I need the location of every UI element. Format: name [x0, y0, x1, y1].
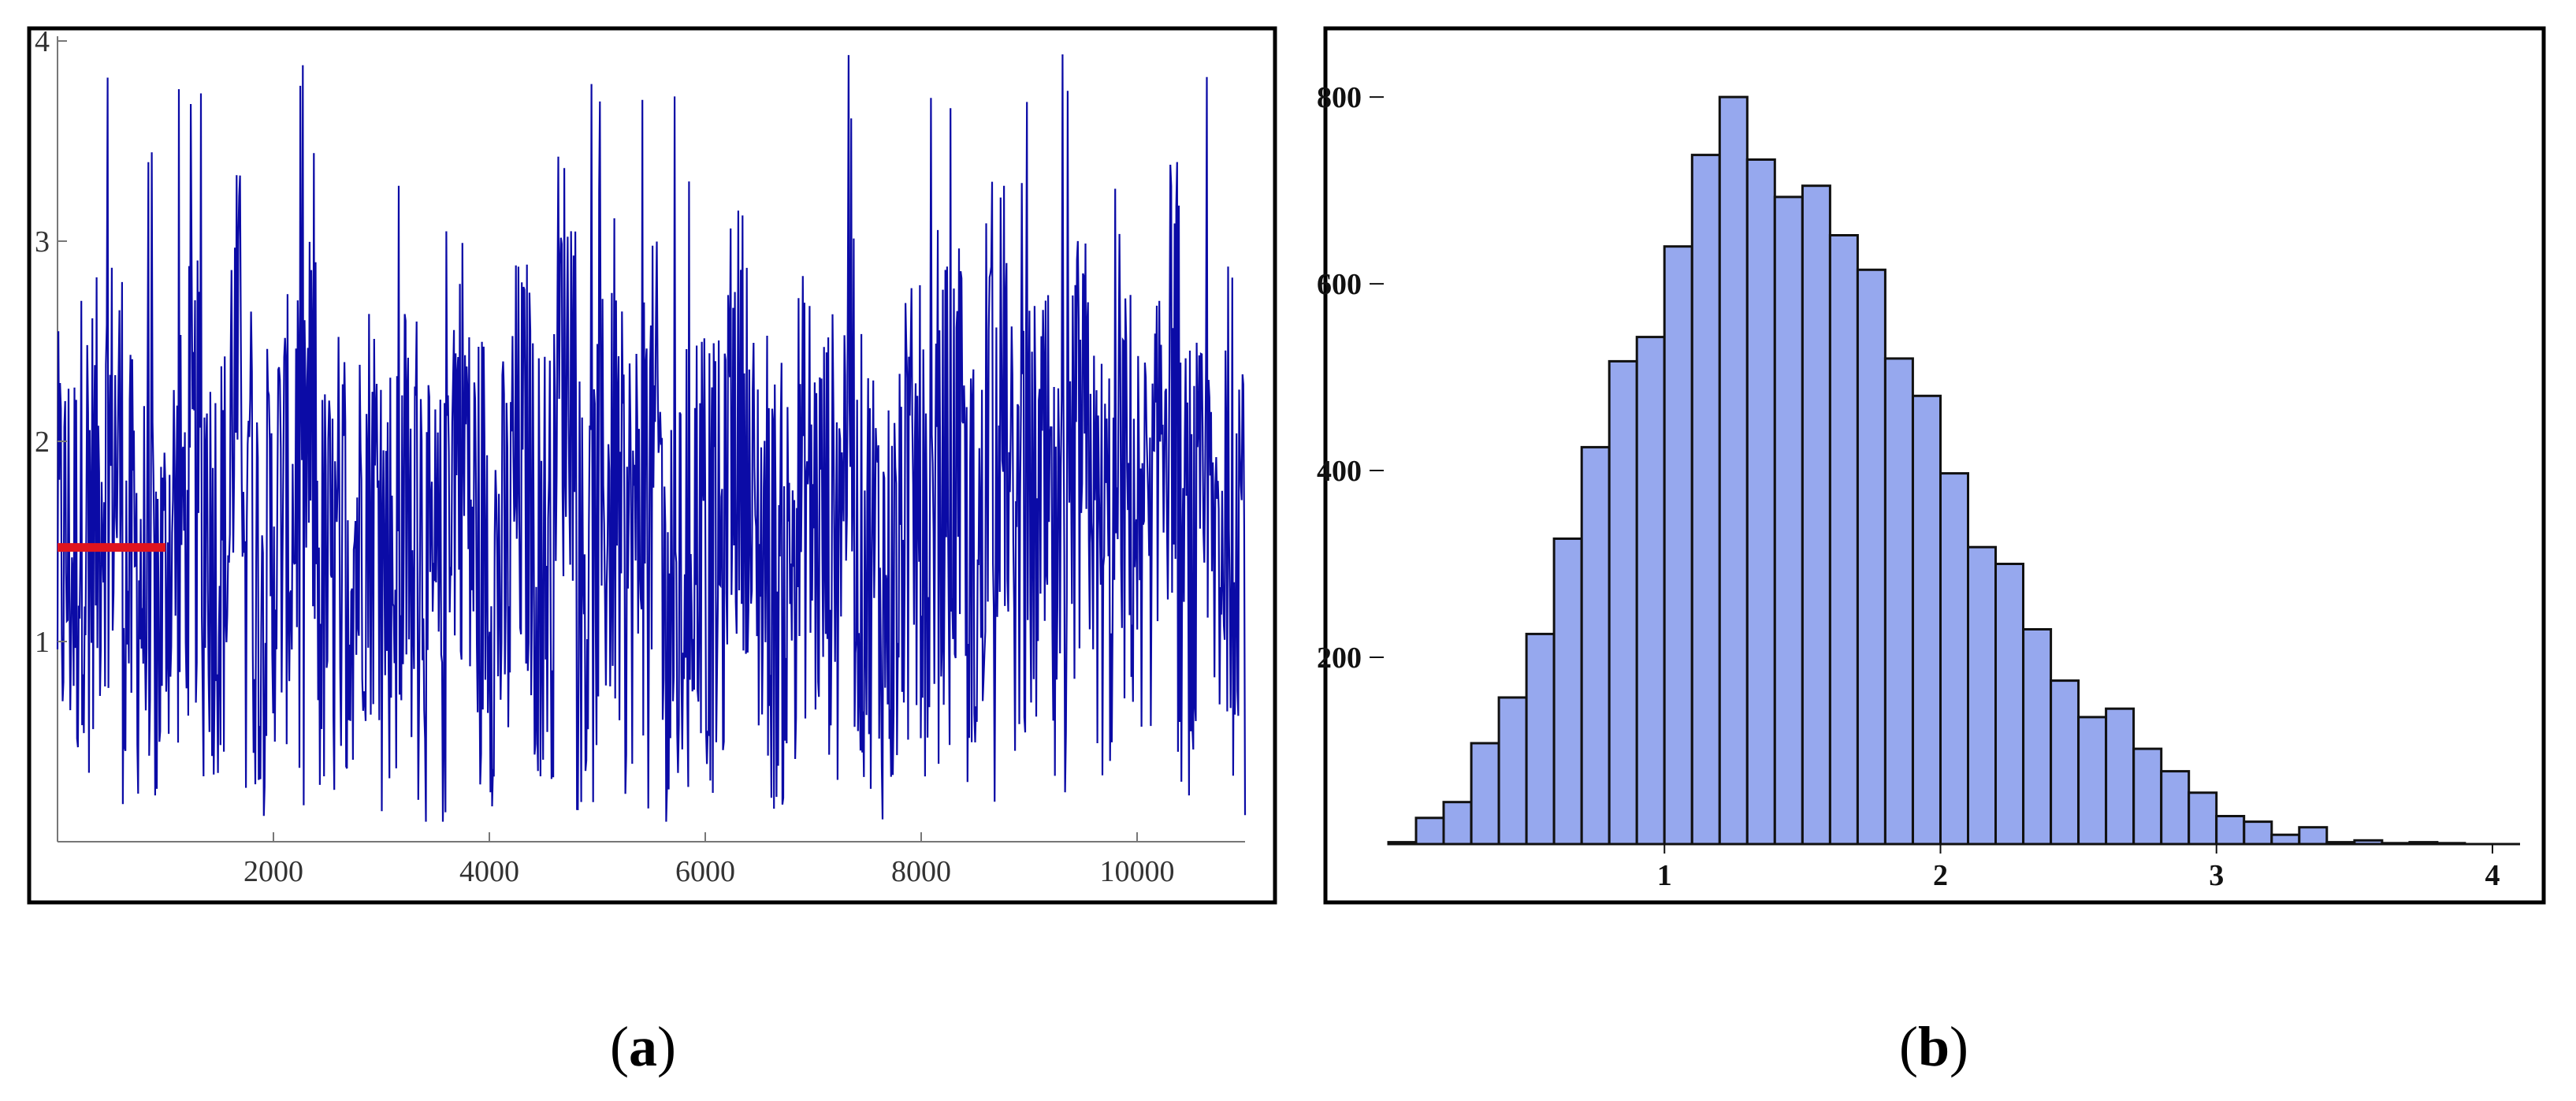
x-tick-label: 4 [2485, 859, 2500, 892]
panel-b-bars [1387, 95, 2466, 846]
histogram-bar [1470, 742, 1500, 846]
histogram-bar [2270, 833, 2301, 846]
histogram-bar [1525, 632, 1556, 846]
panel-b-frame [1323, 26, 2546, 905]
histogram-bar [1856, 268, 1886, 846]
histogram-bar [2243, 820, 2273, 846]
histogram-bar [1912, 394, 1942, 846]
histogram-bar [2132, 747, 2163, 846]
y-tick-label: 800 [1317, 81, 1362, 114]
y-tick-label: 1 [35, 626, 50, 659]
y-tick-label: 4 [35, 25, 50, 58]
histogram-bar [2105, 707, 2136, 846]
x-tick-label: 3 [2209, 859, 2224, 892]
y-tick-label: 400 [1317, 455, 1362, 488]
x-tick-label: 2000 [243, 855, 303, 888]
panel-a-trace-group [56, 54, 1247, 822]
histogram-bar [1939, 472, 1969, 846]
histogram-bar [1663, 245, 1693, 846]
x-tick-label: 4000 [459, 855, 519, 888]
histogram-bar [2215, 815, 2246, 846]
y-tick-label: 200 [1317, 642, 1362, 675]
histogram-bar [2160, 770, 2191, 846]
histogram-bar [2298, 826, 2329, 846]
x-tick-label: 6000 [675, 855, 735, 888]
histogram-bar [1745, 158, 1776, 846]
x-tick-label: 8000 [891, 855, 951, 888]
histogram-bar [1773, 195, 1804, 846]
y-tick-label: 2 [35, 426, 50, 459]
histogram-bar [1994, 563, 2024, 846]
panel-a-frame [27, 26, 1277, 905]
histogram-bar [1635, 336, 1666, 846]
histogram-bar [1414, 816, 1445, 846]
histogram-bar [1967, 545, 1997, 846]
panel-a: 1 2 3 4 2000 4000 6000 8000 10000 [27, 25, 1277, 905]
panel-b-ticks: 200 400 600 800 1 2 3 4 [1317, 81, 2500, 892]
y-tick-label: 3 [35, 225, 50, 259]
y-tick-label: 600 [1317, 268, 1362, 301]
x-tick-label: 10000 [1100, 855, 1175, 888]
histogram-bar [2050, 679, 2080, 846]
histogram-bar [1690, 154, 1721, 846]
histogram-bar [2022, 628, 2053, 846]
histogram-bar [1828, 234, 1859, 846]
histogram-bar [1801, 184, 1831, 846]
x-tick-label: 1 [1657, 859, 1672, 892]
histogram-bar [2077, 716, 2108, 846]
x-tick-label: 2 [1933, 859, 1948, 892]
histogram-bar [2188, 791, 2218, 846]
caption-a: (a) [610, 1015, 676, 1078]
histogram-bar [1608, 359, 1638, 846]
panel-b: 200 400 600 800 1 2 3 4 [1317, 26, 2546, 905]
histogram-bar [1552, 537, 1583, 846]
histogram-bar [1497, 696, 1528, 846]
trace-series-line [56, 54, 1247, 822]
caption-b: (b) [1899, 1015, 1968, 1078]
histogram-bar [1718, 95, 1749, 846]
histogram-bar [1580, 445, 1611, 846]
panel-a-ticks: 1 2 3 4 2000 4000 6000 8000 10000 [35, 25, 1175, 888]
histogram-bar [1442, 801, 1473, 846]
histogram-bar [1883, 357, 1914, 846]
